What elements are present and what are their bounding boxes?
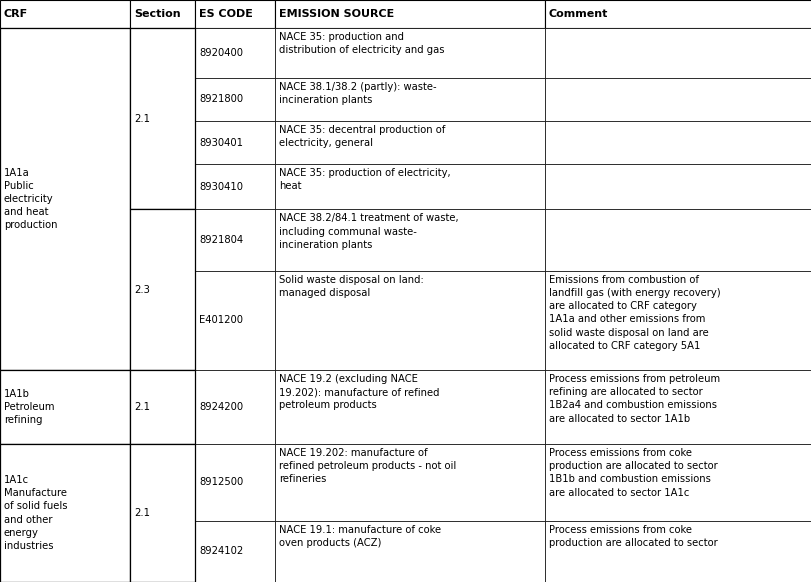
Bar <box>544 370 811 444</box>
Bar <box>195 0 275 28</box>
Text: 1A1a
Public
electricity
and heat
production: 1A1a Public electricity and heat product… <box>4 168 58 230</box>
Bar <box>0 28 130 77</box>
Bar <box>0 121 130 164</box>
Bar <box>0 77 130 121</box>
Text: NACE 19.2 (excluding NACE
19.202): manufacture of refined
petroleum products: NACE 19.2 (excluding NACE 19.202): manuf… <box>279 374 439 410</box>
Text: 2.1: 2.1 <box>134 508 150 518</box>
Bar <box>544 77 811 121</box>
Bar <box>130 210 195 370</box>
Bar <box>0 370 130 444</box>
Text: 8930410: 8930410 <box>199 182 242 192</box>
Text: 8930401: 8930401 <box>199 137 242 148</box>
Text: Solid waste disposal on land:
managed disposal: Solid waste disposal on land: managed di… <box>279 275 423 298</box>
Text: Process emissions from coke
production are allocated to sector
1B1b and combusti: Process emissions from coke production a… <box>548 448 717 498</box>
Bar <box>195 77 275 121</box>
Text: NACE 35: production and
distribution of electricity and gas: NACE 35: production and distribution of … <box>279 32 444 55</box>
Bar <box>544 164 811 210</box>
Text: EMISSION SOURCE: EMISSION SOURCE <box>279 9 394 19</box>
Bar <box>130 77 195 121</box>
Bar <box>195 444 275 521</box>
Bar <box>544 210 811 271</box>
Text: 2.1: 2.1 <box>134 402 150 412</box>
Text: ES CODE: ES CODE <box>199 9 252 19</box>
Bar <box>275 210 544 271</box>
Text: Process emissions from coke
production are allocated to sector: Process emissions from coke production a… <box>548 524 717 548</box>
Text: NACE 19.202: manufacture of
refined petroleum products - not oil
refineries: NACE 19.202: manufacture of refined petr… <box>279 448 456 484</box>
Bar <box>130 0 195 28</box>
Bar <box>0 0 130 28</box>
Bar <box>544 121 811 164</box>
Bar <box>275 521 544 582</box>
Text: 1A1b
Petroleum
refining: 1A1b Petroleum refining <box>4 389 54 425</box>
Bar <box>544 444 811 521</box>
Bar <box>195 121 275 164</box>
Bar <box>0 444 130 521</box>
Bar <box>275 271 544 370</box>
Bar <box>275 370 544 444</box>
Bar <box>0 164 130 210</box>
Bar <box>0 271 130 370</box>
Bar <box>130 28 195 77</box>
Bar <box>544 521 811 582</box>
Bar <box>195 164 275 210</box>
Text: Comment: Comment <box>548 9 607 19</box>
Bar <box>130 210 195 271</box>
Bar <box>130 164 195 210</box>
Text: 8912500: 8912500 <box>199 477 243 487</box>
Bar <box>0 28 130 370</box>
Bar <box>130 521 195 582</box>
Bar <box>544 0 811 28</box>
Text: Emissions from combustion of
landfill gas (with energy recovery)
are allocated t: Emissions from combustion of landfill ga… <box>548 275 719 351</box>
Text: NACE 35: decentral production of
electricity, general: NACE 35: decentral production of electri… <box>279 125 444 148</box>
Bar <box>130 121 195 164</box>
Text: 8921804: 8921804 <box>199 235 242 245</box>
Bar <box>130 370 195 444</box>
Bar <box>544 28 811 77</box>
Text: NACE 19.1: manufacture of coke
oven products (ACZ): NACE 19.1: manufacture of coke oven prod… <box>279 524 440 548</box>
Bar <box>275 0 544 28</box>
Text: CRF: CRF <box>4 9 28 19</box>
Bar <box>195 370 275 444</box>
Bar <box>275 444 544 521</box>
Text: NACE 35: production of electricity,
heat: NACE 35: production of electricity, heat <box>279 168 450 191</box>
Text: NACE 38.1/38.2 (partly): waste-
incineration plants: NACE 38.1/38.2 (partly): waste- incinera… <box>279 81 436 105</box>
Text: 2.1: 2.1 <box>134 113 150 124</box>
Bar <box>0 444 130 582</box>
Bar <box>195 271 275 370</box>
Text: 1A1c
Manufacture
of solid fuels
and other
energy
industries: 1A1c Manufacture of solid fuels and othe… <box>4 475 67 551</box>
Text: 8920400: 8920400 <box>199 48 242 58</box>
Text: NACE 38.2/84.1 treatment of waste,
including communal waste-
incineration plants: NACE 38.2/84.1 treatment of waste, inclu… <box>279 214 458 250</box>
Bar <box>275 121 544 164</box>
Bar <box>0 210 130 271</box>
Bar <box>195 28 275 77</box>
Bar <box>0 521 130 582</box>
Bar <box>195 210 275 271</box>
Text: 8921800: 8921800 <box>199 94 242 104</box>
Text: Section: Section <box>134 9 180 19</box>
Bar <box>130 271 195 370</box>
Text: Process emissions from petroleum
refining are allocated to sector
1B2a4 and comb: Process emissions from petroleum refinin… <box>548 374 719 424</box>
Bar <box>195 521 275 582</box>
Text: 2.3: 2.3 <box>134 285 150 294</box>
Bar <box>275 28 544 77</box>
Text: E401200: E401200 <box>199 315 242 325</box>
Bar <box>130 370 195 444</box>
Text: 8924200: 8924200 <box>199 402 242 412</box>
Bar <box>130 444 195 521</box>
Bar <box>275 77 544 121</box>
Bar <box>275 164 544 210</box>
Bar <box>544 271 811 370</box>
Text: 8924102: 8924102 <box>199 546 243 556</box>
Bar <box>130 28 195 210</box>
Bar <box>0 370 130 444</box>
Bar <box>130 444 195 582</box>
